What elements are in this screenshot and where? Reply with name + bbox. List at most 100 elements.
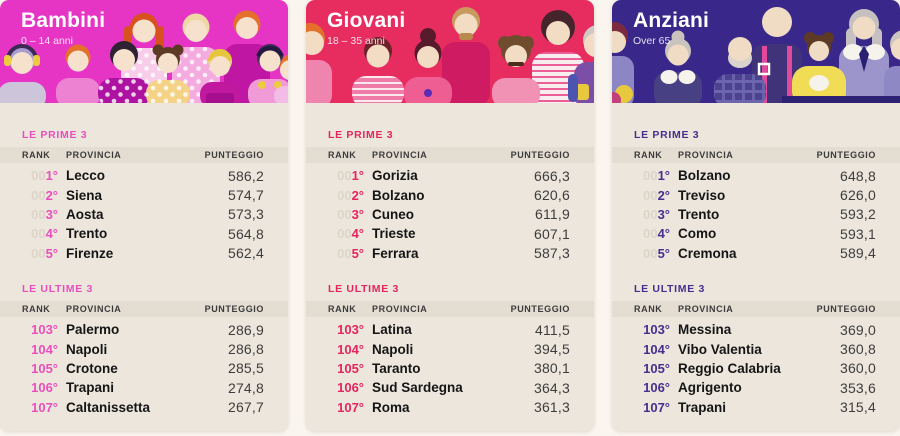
table-row: 104° Vibo Valentia 360,8 [612,339,900,358]
edge-child-icon [274,54,288,103]
elder-woman-collar-icon [839,9,889,103]
rank-leading-zeros: 00 [643,168,658,184]
rank-cell: 002° [634,188,670,203]
panel-bambini: Bambini 0 – 14 anni LE PRIME 3 RANK PROV… [0,0,288,431]
rank-cell: 004° [328,226,364,241]
rank-leading-zeros: 00 [337,187,352,203]
punteggio-cell: 360,0 [839,360,876,377]
provincia-cell: Trento [66,226,108,242]
rank-cell: 107° [634,400,670,415]
provincia-cell: Trento [678,206,720,222]
child-headphones-icon [0,44,46,103]
table-row: 004° Trieste 607,1 [306,224,594,243]
rank-leading-zeros: 00 [643,187,658,203]
panel-title: Bambini [21,9,106,32]
table-row: 107° Roma 361,3 [306,398,594,417]
rank-value: 104° [337,341,364,357]
provincia-cell: Como [678,226,717,242]
rank-cell: 103° [22,322,58,337]
table-row: 001° Gorizia 666,3 [306,166,594,185]
table-row: 106° Trapani 274,8 [0,378,288,397]
provincia-cell: Bolzano [372,187,425,203]
rank-value: 4° [45,226,58,242]
rank-value: 103° [31,322,58,338]
rank-value: 1° [45,168,58,184]
rank-cell: 001° [328,168,364,183]
section-label-prime: LE PRIME 3 [22,129,88,141]
ranking-table-ultime: 103° Messina 369,0 104° Vibo Valentia 36… [612,320,900,417]
rank-cell: 105° [634,361,670,376]
ranking-table-prime: 001° Lecco 586,2 002° Siena 574,7 003° A… [0,166,288,263]
rank-leading-zeros: 00 [31,187,46,203]
rank-value: 5° [351,245,364,261]
provincia-cell: Napoli [66,341,108,357]
rank-value: 107° [31,399,58,415]
column-header-rank: RANK [634,303,663,314]
rank-leading-zeros: 00 [31,226,46,242]
rank-value: 105° [31,360,58,376]
rank-value: 3° [657,206,670,222]
punteggio-cell: 573,3 [227,206,264,223]
man-mustache-icon [492,35,540,103]
provincia-cell: Lecco [66,168,106,184]
rank-value: 3° [45,206,58,222]
panel-header-text: Giovani 18 – 35 anni [327,9,405,47]
panel-title: Anziani [633,9,710,32]
table-row: 005° Ferrara 587,3 [306,244,594,263]
rank-leading-zeros: 00 [337,226,352,242]
table-header-row: RANK PROVINCIA PUNTEGGIO [0,147,288,163]
panel-body: LE PRIME 3 RANK PROVINCIA PUNTEGGIO 001°… [0,129,288,417]
section-label-ultime: LE ULTIME 3 [634,282,706,295]
punteggio-cell: 285,5 [227,360,264,377]
man-striped-shirt-icon [352,37,404,103]
panel-body: LE PRIME 3 RANK PROVINCIA PUNTEGGIO 001°… [306,129,594,417]
rank-cell: 003° [22,207,58,222]
table-header-row: RANK PROVINCIA PUNTEGGIO [0,300,288,317]
rank-value: 1° [351,168,364,184]
rank-value: 5° [45,245,58,261]
punteggio-cell: 666,3 [533,167,570,184]
provincia-cell: Ferrara [372,245,419,261]
table-row: 005° Firenze 562,4 [0,244,288,263]
provincia-cell: Vibo Valentia [678,341,762,357]
punteggio-cell: 286,9 [227,321,264,338]
rank-cell: 001° [22,168,58,183]
provincia-cell: Agrigento [678,380,742,396]
punteggio-cell: 648,8 [839,167,876,184]
panel-header-giovani: Giovani 18 – 35 anni [306,0,594,103]
child-yellow-cap-icon [200,49,240,103]
punteggio-cell: 315,4 [839,399,876,416]
ranking-table-prime: 001° Gorizia 666,3 002° Bolzano 620,6 00… [306,166,594,263]
rank-value: 106° [31,380,58,396]
rank-cell: 107° [328,400,364,415]
punteggio-cell: 411,5 [535,321,570,338]
table-header-row: RANK PROVINCIA PUNTEGGIO [306,300,594,317]
rank-cell: 106° [634,380,670,395]
provincia-cell: Aosta [66,206,104,222]
punteggio-cell: 564,8 [227,225,264,242]
rank-cell: 107° [22,400,58,415]
panel-header-text: Bambini 0 – 14 anni [21,9,105,47]
punteggio-cell: 607,1 [533,225,570,242]
rank-leading-zeros: 00 [31,245,46,261]
column-header-punteggio: PUNTEGGIO [816,150,876,160]
rank-cell: 106° [328,380,364,395]
rank-cell: 005° [22,246,58,261]
rank-cell: 105° [328,361,364,376]
rank-value: 106° [643,380,670,396]
table-row: 003° Trento 593,2 [612,205,900,224]
rank-cell: 002° [328,188,364,203]
punteggio-cell: 593,2 [839,206,876,223]
provincia-cell: Siena [66,187,103,203]
column-header-provincia: PROVINCIA [678,303,734,314]
provincia-cell: Bolzano [678,168,731,184]
provincia-cell: Latina [372,322,412,338]
rank-cell: 103° [328,322,364,337]
punteggio-cell: 364,3 [533,379,570,396]
rank-cell: 103° [634,322,670,337]
grandpa-beard-icon [714,37,766,103]
rank-cell: 104° [22,342,58,357]
provincia-cell: Trieste [372,226,416,242]
table-row: 107° Trapani 315,4 [612,398,900,417]
